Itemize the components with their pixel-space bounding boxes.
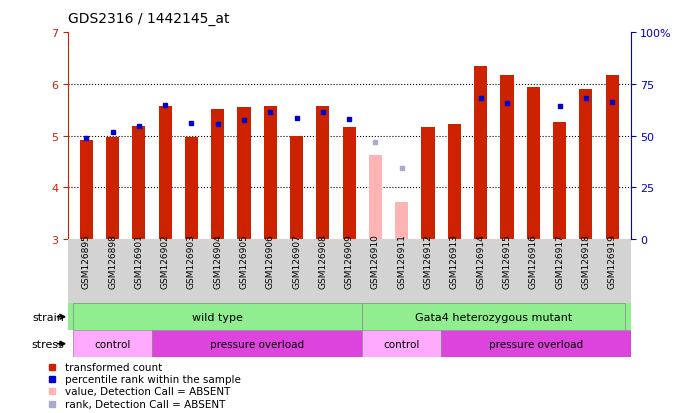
Bar — [474, 66, 487, 240]
Bar — [500, 75, 513, 240]
Bar — [106, 138, 119, 240]
Bar — [132, 126, 145, 240]
Bar — [290, 136, 303, 240]
Bar — [579, 90, 593, 240]
Bar — [395, 202, 408, 240]
Text: stress: stress — [32, 339, 64, 349]
Text: control: control — [384, 339, 420, 349]
Text: pressure overload: pressure overload — [210, 339, 304, 349]
Bar — [159, 107, 172, 240]
Bar — [362, 304, 625, 330]
Bar — [237, 108, 251, 240]
Bar — [317, 107, 330, 240]
Bar — [605, 75, 619, 240]
Bar — [264, 107, 277, 240]
Bar — [362, 330, 441, 357]
Bar — [79, 140, 93, 240]
Text: strain: strain — [33, 312, 64, 322]
Text: pressure overload: pressure overload — [489, 339, 583, 349]
Bar — [211, 109, 224, 240]
Text: control: control — [94, 339, 131, 349]
Bar — [553, 122, 566, 240]
Bar — [422, 128, 435, 240]
Bar — [527, 88, 540, 240]
Bar — [152, 330, 362, 357]
Bar — [441, 330, 631, 357]
Text: percentile rank within the sample: percentile rank within the sample — [65, 374, 241, 384]
Bar — [447, 125, 461, 240]
Bar — [369, 156, 382, 240]
Bar — [185, 137, 198, 240]
Text: value, Detection Call = ABSENT: value, Detection Call = ABSENT — [65, 387, 231, 396]
Bar — [73, 304, 362, 330]
Bar — [342, 128, 356, 240]
Text: Gata4 heterozygous mutant: Gata4 heterozygous mutant — [415, 312, 572, 322]
Text: GDS2316 / 1442145_at: GDS2316 / 1442145_at — [68, 12, 229, 26]
Text: rank, Detection Call = ABSENT: rank, Detection Call = ABSENT — [65, 399, 225, 409]
Bar — [73, 330, 152, 357]
Text: transformed count: transformed count — [65, 362, 162, 372]
Text: wild type: wild type — [193, 312, 243, 322]
